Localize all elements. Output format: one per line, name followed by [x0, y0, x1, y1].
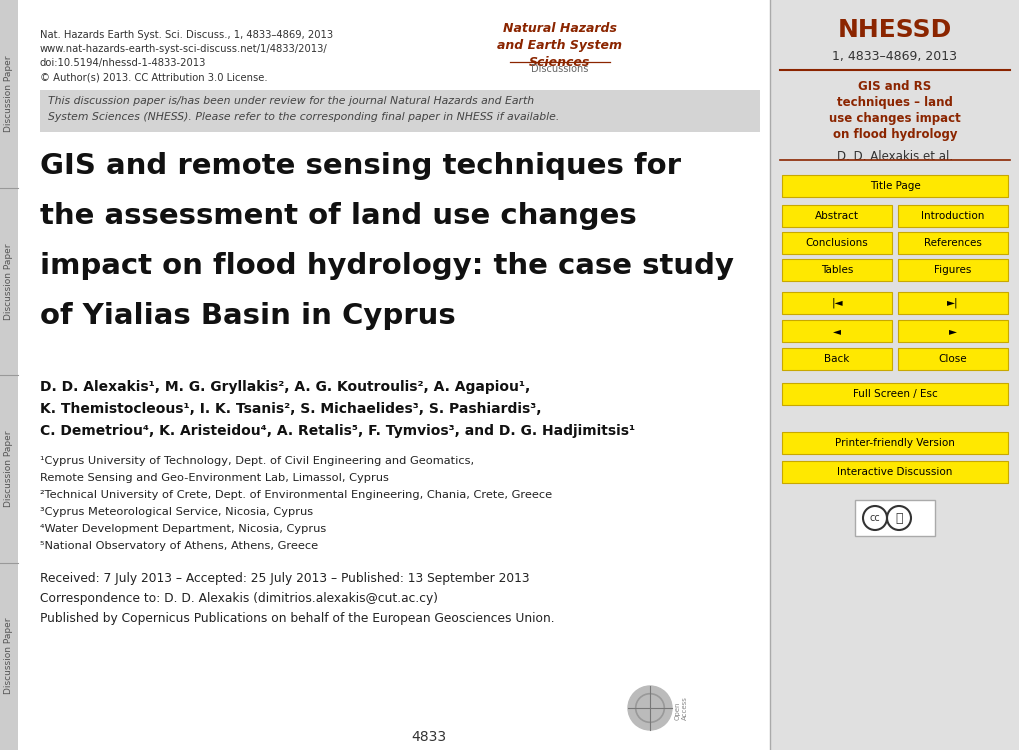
Bar: [769, 0, 1019, 750]
Circle shape: [628, 686, 672, 730]
FancyBboxPatch shape: [782, 205, 892, 227]
Text: Remote Sensing and Geo-Environment Lab, Limassol, Cyprus: Remote Sensing and Geo-Environment Lab, …: [40, 473, 388, 483]
Text: of Yialias Basin in Cyprus: of Yialias Basin in Cyprus: [40, 302, 455, 330]
FancyBboxPatch shape: [782, 175, 1007, 197]
FancyBboxPatch shape: [782, 259, 892, 281]
Text: System Sciences (NHESS). Please refer to the corresponding final paper in NHESS : System Sciences (NHESS). Please refer to…: [48, 112, 558, 122]
Text: K. Themistocleous¹, I. K. Tsanis², S. Michaelides³, S. Pashiardis³,: K. Themistocleous¹, I. K. Tsanis², S. Mi…: [40, 402, 541, 416]
FancyBboxPatch shape: [897, 292, 1007, 314]
Text: the assessment of land use changes: the assessment of land use changes: [40, 202, 636, 230]
FancyBboxPatch shape: [782, 320, 892, 342]
FancyBboxPatch shape: [782, 348, 892, 370]
Text: ►: ►: [948, 326, 956, 336]
Text: Discussions: Discussions: [531, 64, 588, 74]
Text: ⁵National Observatory of Athens, Athens, Greece: ⁵National Observatory of Athens, Athens,…: [40, 541, 318, 551]
Text: Tables: Tables: [820, 265, 852, 275]
Text: Introduction: Introduction: [920, 211, 983, 221]
Text: ⁴Water Development Department, Nicosia, Cyprus: ⁴Water Development Department, Nicosia, …: [40, 524, 326, 534]
Text: use changes impact: use changes impact: [828, 112, 960, 125]
Text: Discussion Paper: Discussion Paper: [4, 243, 13, 320]
Text: and Earth System: and Earth System: [497, 39, 622, 52]
Text: Correspondence to: D. D. Alexakis (dimitrios.alexakis@cut.ac.cy): Correspondence to: D. D. Alexakis (dimit…: [40, 592, 437, 605]
FancyBboxPatch shape: [897, 259, 1007, 281]
Text: D. D. Alexakis et al.: D. D. Alexakis et al.: [837, 150, 952, 163]
Text: GIS and remote sensing techniques for: GIS and remote sensing techniques for: [40, 152, 681, 180]
FancyBboxPatch shape: [782, 461, 1007, 483]
Text: © Author(s) 2013. CC Attribution 3.0 License.: © Author(s) 2013. CC Attribution 3.0 Lic…: [40, 72, 267, 82]
FancyBboxPatch shape: [897, 320, 1007, 342]
Text: Published by Copernicus Publications on behalf of the European Geosciences Union: Published by Copernicus Publications on …: [40, 612, 554, 625]
Bar: [0, 0, 18, 750]
Text: www.nat-hazards-earth-syst-sci-discuss.net/1/4833/2013/: www.nat-hazards-earth-syst-sci-discuss.n…: [40, 44, 327, 54]
FancyBboxPatch shape: [782, 232, 892, 254]
Text: Open
Access: Open Access: [675, 696, 688, 720]
Text: Interactive Discussion: Interactive Discussion: [837, 467, 952, 477]
Text: NHESSD: NHESSD: [837, 18, 951, 42]
FancyBboxPatch shape: [782, 292, 892, 314]
Text: C. Demetriou⁴, K. Aristeidou⁴, A. Retalis⁵, F. Tymvios³, and D. G. Hadjimitsis¹: C. Demetriou⁴, K. Aristeidou⁴, A. Retali…: [40, 424, 635, 438]
Text: on flood hydrology: on flood hydrology: [832, 128, 956, 141]
FancyBboxPatch shape: [854, 500, 934, 536]
Text: Sciences: Sciences: [529, 56, 590, 69]
Text: D. D. Alexakis¹, M. G. Gryllakis², A. G. Koutroulis², A. Agapiou¹,: D. D. Alexakis¹, M. G. Gryllakis², A. G.…: [40, 380, 530, 394]
Text: cc: cc: [869, 513, 879, 523]
Text: Full Screen / Esc: Full Screen / Esc: [852, 389, 936, 399]
Text: 1, 4833–4869, 2013: 1, 4833–4869, 2013: [832, 50, 957, 63]
Text: ◄: ◄: [833, 326, 841, 336]
Text: impact on flood hydrology: the case study: impact on flood hydrology: the case stud…: [40, 252, 734, 280]
Text: Conclusions: Conclusions: [805, 238, 867, 248]
Text: ¹Cyprus University of Technology, Dept. of Civil Engineering and Geomatics,: ¹Cyprus University of Technology, Dept. …: [40, 456, 474, 466]
Text: ³Cyprus Meteorological Service, Nicosia, Cyprus: ³Cyprus Meteorological Service, Nicosia,…: [40, 507, 313, 517]
Text: Title Page: Title Page: [869, 181, 919, 191]
Text: Discussion Paper: Discussion Paper: [4, 618, 13, 695]
FancyBboxPatch shape: [897, 205, 1007, 227]
Text: Printer-friendly Version: Printer-friendly Version: [835, 438, 954, 448]
Text: Figures: Figures: [933, 265, 971, 275]
Text: |◄: |◄: [830, 298, 842, 308]
Text: 4833: 4833: [411, 730, 445, 744]
Text: techniques – land: techniques – land: [837, 96, 952, 109]
Text: Discussion Paper: Discussion Paper: [4, 56, 13, 132]
Text: ⓘ: ⓘ: [895, 512, 902, 524]
FancyBboxPatch shape: [782, 383, 1007, 405]
Text: This discussion paper is/has been under review for the journal Natural Hazards a: This discussion paper is/has been under …: [48, 96, 534, 106]
FancyBboxPatch shape: [897, 348, 1007, 370]
Text: Nat. Hazards Earth Syst. Sci. Discuss., 1, 4833–4869, 2013: Nat. Hazards Earth Syst. Sci. Discuss., …: [40, 30, 333, 40]
Text: ►|: ►|: [947, 298, 958, 308]
FancyBboxPatch shape: [897, 232, 1007, 254]
Bar: [40, 90, 759, 132]
Text: Received: 7 July 2013 – Accepted: 25 July 2013 – Published: 13 September 2013: Received: 7 July 2013 – Accepted: 25 Jul…: [40, 572, 529, 585]
Text: doi:10.5194/nhessd-1-4833-2013: doi:10.5194/nhessd-1-4833-2013: [40, 58, 206, 68]
Text: Close: Close: [937, 354, 966, 364]
FancyBboxPatch shape: [782, 432, 1007, 454]
Text: Abstract: Abstract: [814, 211, 858, 221]
Text: ²Technical University of Crete, Dept. of Environmental Engineering, Chania, Cret: ²Technical University of Crete, Dept. of…: [40, 490, 551, 500]
Text: References: References: [923, 238, 981, 248]
Text: Back: Back: [823, 354, 849, 364]
Text: GIS and RS: GIS and RS: [858, 80, 930, 93]
Text: Discussion Paper: Discussion Paper: [4, 430, 13, 507]
Text: Natural Hazards: Natural Hazards: [502, 22, 616, 35]
